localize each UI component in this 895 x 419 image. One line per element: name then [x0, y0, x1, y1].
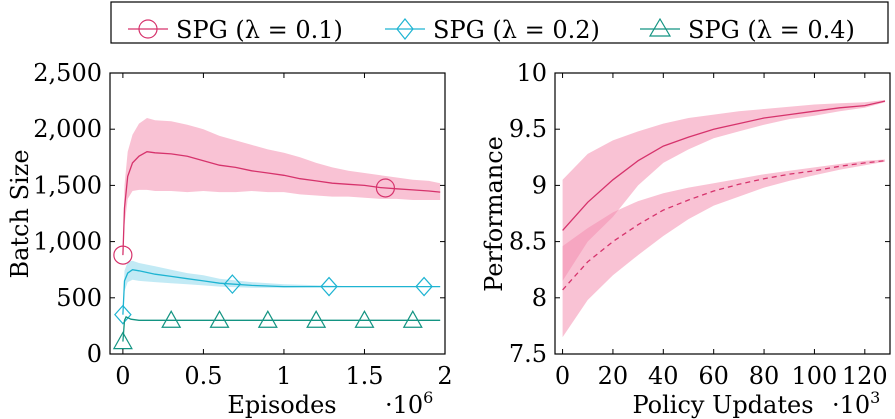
batch-size-axes-frame [109, 72, 446, 355]
batch-size-ticks: 0 0.5 1 1.5 2 0 500 1,000 1,500 2,000 2,500 [33, 59, 452, 390]
batch-size-xtick-label: 2 [437, 362, 452, 390]
spg-02-line [122, 269, 441, 315]
batch-size-plot-area [112, 118, 441, 350]
batch-size-xtick-label: 0 [115, 362, 130, 390]
performance-dashed-confidence-band [562, 159, 885, 338]
performance-dashed-line [562, 160, 886, 291]
spg-01-marker [375, 178, 396, 198]
performance-solid-line [562, 100, 886, 231]
legend-label-2: SPG (λ = 0.4) [688, 16, 855, 44]
performance-axes-frame [554, 72, 891, 355]
spg-04-marker [306, 310, 327, 328]
performance-plot-area [562, 100, 886, 338]
batch-size-ytick-label: 1,500 [33, 171, 102, 199]
batch-size-xtick-label: 0.5 [184, 362, 222, 390]
spg-02-marker [415, 276, 433, 297]
spg-02-marker [320, 276, 338, 297]
performance-ytick-label: 7.5 [509, 340, 547, 368]
batch-size-ytick-label: 2,500 [33, 59, 102, 87]
batch-size-ytick-label: 0 [87, 340, 102, 368]
legend-item-1: SPG (λ = 0.2) [385, 16, 600, 44]
performance-ytick-label: 9.5 [509, 115, 547, 143]
batch-size-xtick-label: 1 [276, 362, 291, 390]
spg-04-marker [112, 331, 133, 350]
legend-frame [110, 1, 889, 44]
spg-01-confidence-band [122, 118, 441, 256]
diamond-icon [396, 18, 414, 40]
batch-size-xtick-label: 1.5 [345, 362, 383, 390]
performance-ticks: 0 20 40 60 80 100 120 7.5 8 8.5 9 9.5 10 [509, 59, 890, 390]
spg-02-marker [114, 304, 132, 325]
spg-01-line [122, 151, 441, 256]
batch-size-ylabel: Batch Size [6, 149, 34, 278]
batch-size-chart: 0 0.5 1 1.5 2 0 500 1,000 1,500 2,000 2,500 Episod… [6, 59, 453, 419]
batch-size-ytick-label: 2,000 [33, 115, 102, 143]
performance-ylabel: Performance [480, 136, 508, 292]
spg-04-marker [402, 310, 423, 328]
circle-icon [138, 19, 158, 39]
batch-size-x-multiplier: ·106 [385, 388, 433, 419]
spg-04-marker [161, 310, 182, 328]
performance-xtick-label: 40 [648, 362, 679, 390]
legend: SPG (λ = 0.1) SPG (λ = 0.2) SPG (λ = 0.4… [110, 1, 889, 44]
performance-xtick-label: 20 [598, 362, 629, 390]
spg-04-marker [354, 310, 375, 328]
performance-ytick-label: 8.5 [509, 228, 547, 256]
batch-size-x-exponent: 6 [423, 388, 433, 407]
legend-item-2: SPG (λ = 0.4) [640, 16, 855, 44]
performance-ytick-label: 9 [532, 171, 547, 199]
performance-xtick-label: 100 [792, 362, 838, 390]
spg-04-marker [209, 310, 230, 328]
batch-size-xlabel: Episodes [227, 391, 336, 419]
performance-ytick-label: 8 [532, 284, 547, 312]
performance-xtick-label: 60 [698, 362, 729, 390]
spg-01-marker [113, 245, 133, 265]
performance-solid-confidence-band [562, 100, 885, 281]
performance-chart: 0 20 40 60 80 100 120 7.5 8 8.5 9 9.5 10 Policy Upda… [480, 59, 891, 419]
performance-xlabel: Policy Updates [632, 391, 813, 419]
performance-xtick-label: 80 [749, 362, 780, 390]
performance-xtick-label: 0 [555, 362, 570, 390]
performance-xtick-label: 120 [842, 362, 888, 390]
spg-02-confidence-band [122, 260, 441, 315]
legend-label-1: SPG (λ = 0.2) [433, 16, 600, 44]
performance-x-exponent: 3 [870, 388, 880, 407]
performance-x-multiplier: ·103 [832, 388, 880, 419]
performance-ytick-label: 10 [516, 59, 547, 87]
triangle-icon [648, 17, 672, 37]
spg-04-line [122, 316, 441, 342]
batch-size-ytick-label: 1,000 [33, 228, 102, 256]
spg-02-marker [223, 274, 242, 294]
spg-04-marker [257, 310, 278, 328]
legend-label-0: SPG (λ = 0.1) [176, 16, 343, 44]
legend-item-0: SPG (λ = 0.1) [128, 16, 343, 44]
batch-size-ytick-label: 500 [56, 284, 102, 312]
